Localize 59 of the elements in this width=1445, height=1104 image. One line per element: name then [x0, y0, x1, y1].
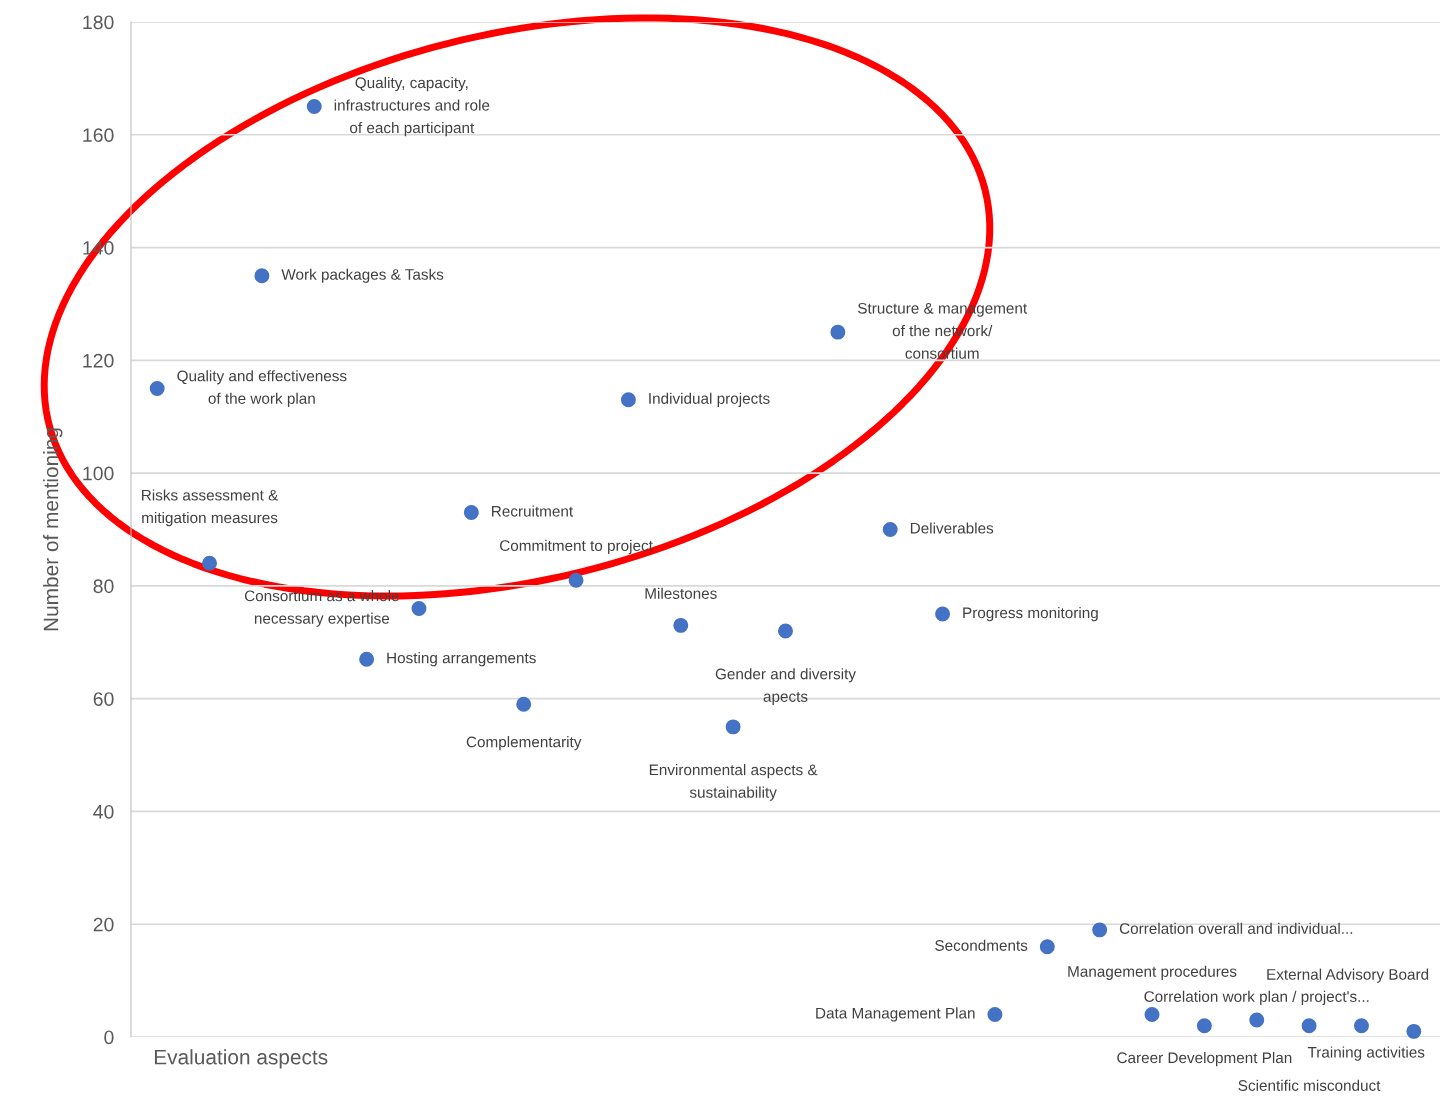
point: [1039, 939, 1055, 955]
point: [411, 600, 427, 616]
point: [673, 617, 689, 633]
point: [778, 623, 793, 639]
point: [987, 1006, 1003, 1022]
data-label: External Advisory Board: [1267, 968, 1429, 983]
data-label: Gender and diversity apects: [715, 668, 856, 705]
data-label: Milestones: [645, 587, 717, 599]
point: [1406, 1023, 1422, 1039]
data-label: Work packages & Tasks: [281, 268, 444, 283]
point: [463, 505, 479, 521]
data-label: Recruitment: [492, 505, 574, 517]
data-label: Individual projects: [649, 392, 770, 407]
y-tick-label: 160: [83, 128, 114, 143]
data-label: Correlation work plan / project's...: [1144, 990, 1369, 1005]
point: [1144, 1006, 1160, 1022]
data-label: Deliverables: [910, 522, 994, 534]
y-tick-label: 80: [93, 579, 114, 594]
data-label: Complementarity: [466, 736, 582, 751]
data-label: Risks assessment & mitigation measures: [142, 489, 279, 527]
data-label: Management procedures: [1068, 965, 1237, 980]
y-tick-label: 20: [93, 917, 114, 932]
y-tick-label: 60: [93, 692, 114, 706]
data-label: Secondments: [935, 939, 1028, 951]
point: [1196, 1018, 1212, 1034]
point: [254, 268, 270, 284]
point: [935, 606, 951, 622]
point: [306, 99, 322, 115]
x-axis-title: Evaluation aspects: [154, 1049, 328, 1069]
data-label: Career Development Plan: [1117, 1051, 1292, 1067]
y-tick-label: 40: [93, 804, 114, 819]
data-label: Training activities: [1307, 1046, 1425, 1061]
point: [725, 719, 741, 735]
y-axis-title: Number of mentioning: [43, 428, 63, 631]
data-label: Commitment to project: [500, 539, 653, 555]
point: [1301, 1018, 1317, 1034]
point: [1249, 1012, 1265, 1028]
data-label: Quality and effectiveness of the work plan: [177, 370, 347, 407]
point: [620, 392, 636, 408]
data-label: Data Management Plan: [816, 1007, 975, 1022]
data-label: Hosting arrangements: [387, 652, 536, 667]
point: [830, 324, 846, 340]
point: [359, 651, 375, 667]
point: [1092, 922, 1108, 938]
point: [1353, 1018, 1369, 1034]
y-tick-label: 100: [83, 466, 114, 481]
y-tick-label: 120: [83, 353, 114, 368]
y-tick-label: 180: [83, 15, 114, 30]
data-label: Correlation overall and individual...: [1119, 922, 1353, 934]
data-label: Environmental aspects & sustainability: [649, 764, 818, 801]
point: [516, 696, 532, 712]
y-tick-label: 0: [104, 1030, 114, 1045]
point: [882, 522, 898, 537]
data-label: Quality, capacity, infrastructures and role of each participant: [334, 76, 490, 137]
data-label: Scientific misconduct: [1238, 1079, 1381, 1091]
point: [202, 555, 218, 571]
point: [568, 572, 584, 588]
data-label: Progress monitoring: [963, 606, 1098, 622]
point: [149, 381, 165, 396]
